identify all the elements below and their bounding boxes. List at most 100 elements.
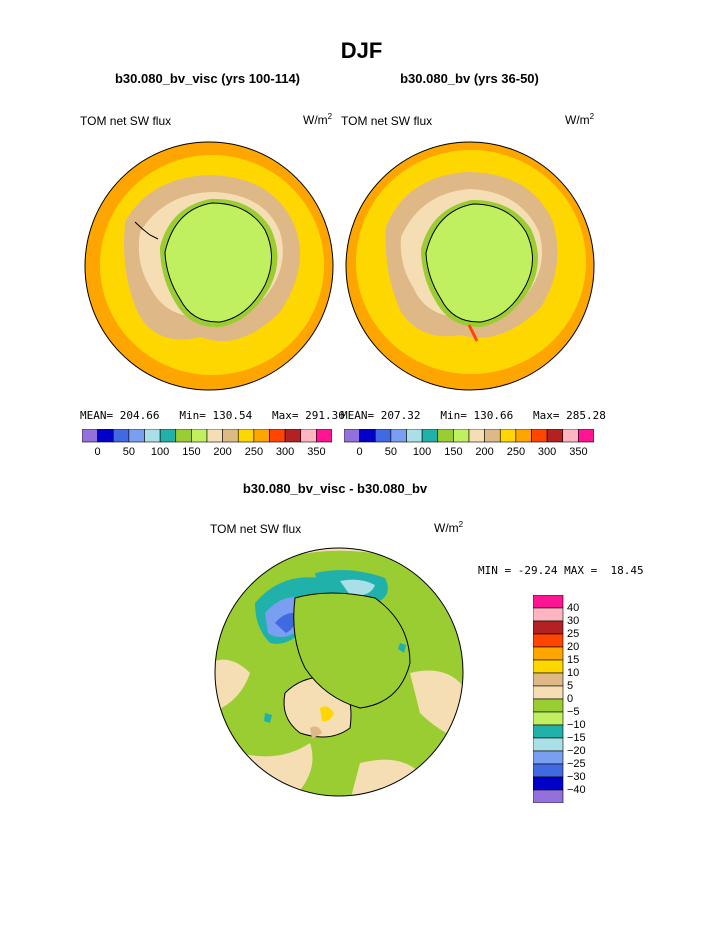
- colorbar-swatch: [253, 429, 270, 443]
- legend-label: 5: [567, 680, 574, 692]
- difference-legend-swatches: [533, 595, 564, 803]
- colorbar-swatch: [562, 429, 579, 443]
- colorbar-swatch: [191, 429, 208, 443]
- panel1-units-base: W/m: [303, 113, 328, 127]
- legend-swatch: [533, 620, 564, 635]
- tick-label: 150: [444, 446, 463, 458]
- colorbar-swatch: [484, 429, 501, 443]
- panel2-variable-label: TOM net SW flux: [341, 114, 433, 128]
- legend-swatch: [533, 672, 564, 687]
- difference-variable-label: TOM net SW flux: [210, 522, 302, 536]
- panel1-units-exp: 2: [327, 112, 333, 121]
- colorbar-swatch: [390, 429, 407, 443]
- tick-label: 50: [384, 446, 398, 458]
- tick-label: 0: [94, 446, 101, 458]
- colorbar-swatch: [206, 429, 223, 443]
- colorbar-swatch: [468, 429, 485, 443]
- colorbar-swatch: [515, 429, 532, 443]
- tick-label: 150: [182, 446, 201, 458]
- legend-label: −10: [567, 719, 586, 731]
- difference-units: W/m2: [434, 520, 463, 535]
- colorbar-swatch: [128, 429, 145, 443]
- tick-label: 0: [356, 446, 363, 458]
- legend-label: −25: [567, 758, 586, 770]
- legend-label: 30: [567, 615, 580, 627]
- tick-label: 350: [307, 446, 326, 458]
- panel2-units-base: W/m: [565, 113, 590, 127]
- colorbar-swatch: [144, 429, 161, 443]
- legend-label: −20: [567, 745, 586, 757]
- colorbar-swatch: [344, 429, 360, 443]
- legend-label: −30: [567, 771, 586, 783]
- colorbar-swatch: [284, 429, 302, 443]
- colorbar-swatch: [578, 429, 594, 443]
- legend-swatch: [533, 698, 564, 713]
- tick-label: 100: [150, 446, 170, 458]
- colorbar-swatch: [159, 429, 177, 443]
- colorbar-swatch: [175, 429, 192, 443]
- legend-label: 10: [567, 667, 580, 679]
- panel1-colorbar: [82, 429, 332, 443]
- colorbar-swatch: [546, 429, 564, 443]
- colorbar-swatch: [316, 429, 332, 443]
- legend-label: −15: [567, 732, 586, 744]
- tick-label: 250: [244, 446, 264, 458]
- colorbar-swatch: [82, 429, 98, 443]
- colorbar-swatch: [421, 429, 439, 443]
- difference-stats: MIN = -29.24 MAX = 18.45: [478, 564, 644, 577]
- colorbar-swatch: [359, 429, 376, 443]
- legend-label: 20: [567, 641, 580, 653]
- legend-swatch: [533, 595, 564, 609]
- tick-label: 200: [475, 446, 494, 458]
- tick-label: 200: [213, 446, 232, 458]
- legend-label: 15: [567, 654, 580, 666]
- panel2-units-exp: 2: [589, 112, 595, 121]
- legend-swatch: [533, 659, 564, 674]
- legend-label: 0: [567, 693, 574, 705]
- difference-legend-labels: 40 30 25 20 15 10 5 0 −5 −10 −15 −20 −25…: [567, 595, 607, 805]
- legend-swatch: [533, 776, 564, 791]
- colorbar-swatch: [97, 429, 114, 443]
- panel1-case-title: b30.080_bv_visc (yrs 100-114): [114, 71, 301, 86]
- difference-polar-map: [214, 547, 464, 797]
- panel1-units: W/m2: [303, 112, 332, 127]
- tick-label: 250: [506, 446, 526, 458]
- legend-label: 25: [567, 628, 580, 640]
- panel2-case-title: b30.080_bv (yrs 36-50): [400, 71, 539, 86]
- legend-swatch: [533, 607, 564, 622]
- colorbar-swatch: [406, 429, 423, 443]
- legend-swatch: [533, 789, 564, 803]
- colorbar-swatch: [222, 429, 239, 443]
- panel1-polar-map: [84, 141, 334, 391]
- panel2-stats: MEAN= 207.32 Min= 130.66 Max= 285.28: [341, 409, 606, 422]
- colorbar-swatch: [437, 429, 454, 443]
- difference-title: b30.080_bv_visc - b30.080_bv: [242, 481, 428, 496]
- tick-label: 50: [122, 446, 136, 458]
- tick-label: 300: [275, 446, 295, 458]
- tick-label: 350: [569, 446, 588, 458]
- legend-swatch: [533, 724, 564, 739]
- legend-swatch: [533, 633, 564, 648]
- season-title: DJF: [340, 38, 383, 63]
- difference-units-base: W/m: [434, 521, 459, 535]
- legend-swatch: [533, 711, 564, 726]
- legend-label: −5: [567, 706, 580, 718]
- panel1-colorbar-ticks: 0 50 100 150 200 250 300 350: [82, 446, 332, 460]
- colorbar-swatch: [112, 429, 130, 443]
- tick-label: 300: [537, 446, 557, 458]
- difference-units-exp: 2: [458, 520, 464, 529]
- legend-label: −40: [567, 784, 586, 796]
- legend-swatch: [533, 737, 564, 752]
- legend-swatch: [533, 685, 564, 700]
- legend-label: 40: [567, 602, 580, 614]
- legend-swatch: [533, 646, 564, 661]
- colorbar-swatch: [237, 429, 255, 443]
- panel1-stats: MEAN= 204.66 Min= 130.54 Max= 291.36: [80, 409, 345, 422]
- colorbar-swatch: [374, 429, 392, 443]
- colorbar-swatch: [453, 429, 470, 443]
- colorbar-swatch: [531, 429, 548, 443]
- legend-swatch: [533, 750, 564, 765]
- panel2-polar-map: [345, 141, 595, 391]
- colorbar-swatch: [269, 429, 286, 443]
- panel2-units: W/m2: [565, 112, 594, 127]
